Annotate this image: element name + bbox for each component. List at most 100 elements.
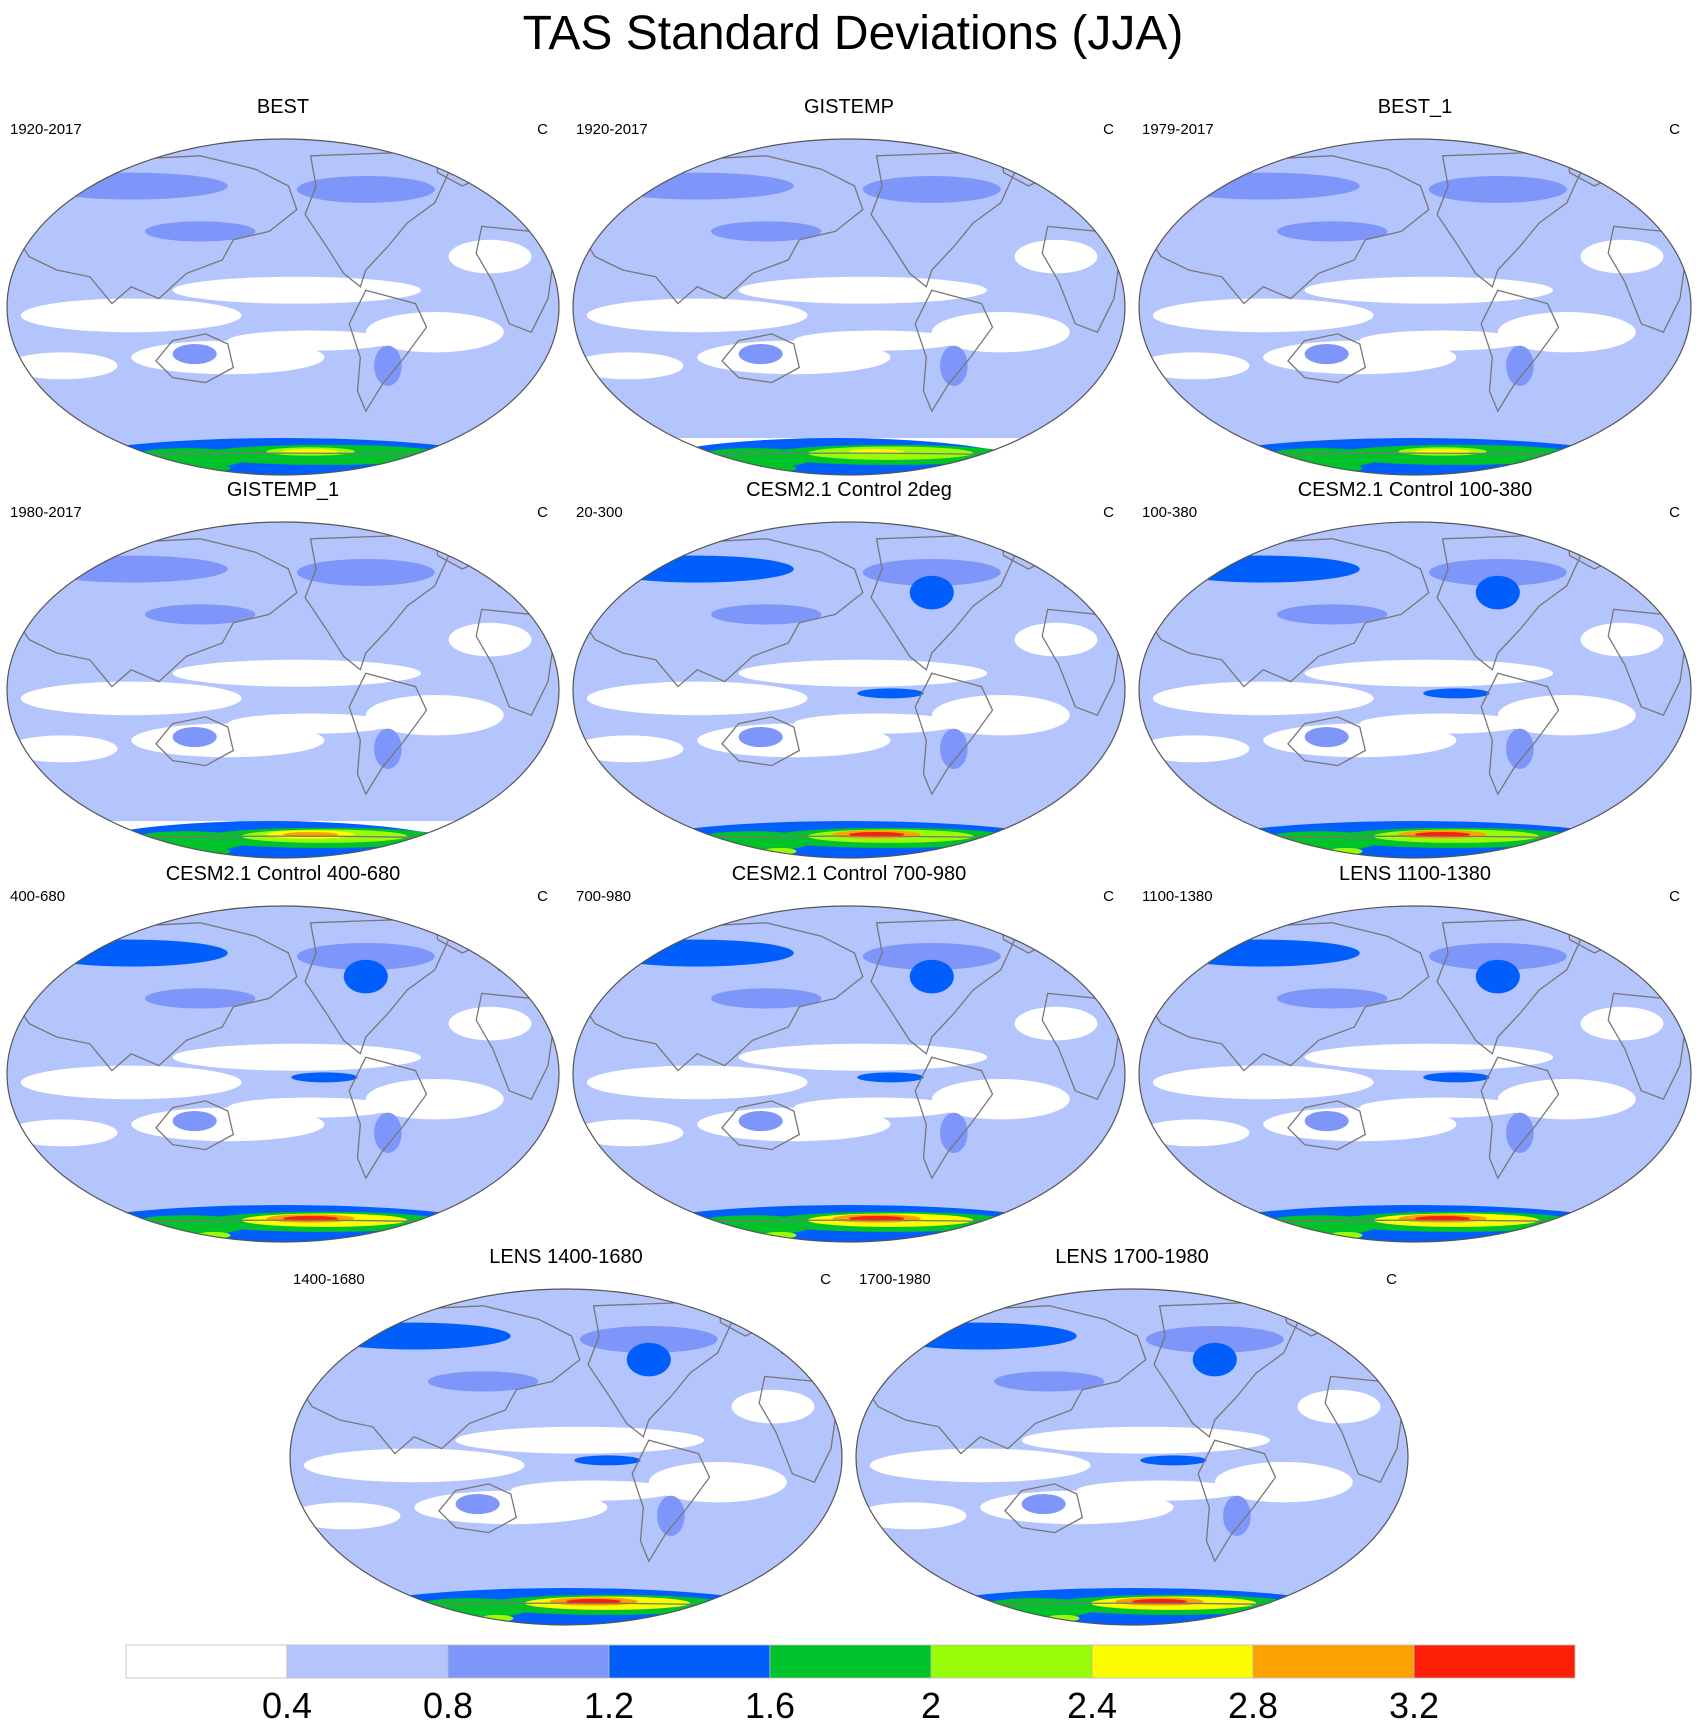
panel-period: 20-300 [576, 504, 623, 521]
map-background [1139, 906, 1691, 1242]
panel-period: 1100-1380 [1142, 888, 1213, 905]
coastline-asia [860, 1305, 1147, 1455]
coastline-asia [11, 922, 298, 1072]
panel-period: 1980-2017 [10, 504, 82, 521]
coastline-samerica [1480, 289, 1560, 413]
coastline-asia [577, 538, 864, 688]
colorbar-tick-label: 2 [921, 1685, 941, 1726]
panel-units: C [820, 1271, 831, 1288]
coastline-australia [155, 333, 235, 384]
map-svg [6, 905, 560, 1243]
panel-units: C [537, 504, 548, 521]
map-frame [1138, 905, 1692, 1243]
map-frame [855, 1288, 1409, 1626]
colorbar-swatch [447, 1644, 610, 1679]
map-background [290, 1289, 842, 1625]
panel-units: C [1103, 121, 1114, 138]
map-frame [289, 1288, 843, 1626]
panel-period: 700-980 [576, 888, 632, 905]
coastline-asia [1143, 155, 1430, 305]
map-frame [1138, 138, 1692, 476]
coastline-australia [155, 716, 235, 767]
coastline-australia [721, 716, 801, 767]
coastline-australia [721, 333, 801, 384]
panel-units: C [1669, 504, 1680, 521]
map-frame [6, 905, 560, 1243]
colorbar-tick-label: 0.8 [423, 1685, 473, 1726]
coastline-australia [721, 1100, 801, 1151]
coastline-asia [577, 922, 864, 1072]
colorbar-swatch [1413, 1644, 1576, 1679]
coastline-asia [294, 1305, 581, 1455]
map-svg [6, 138, 560, 476]
panel-title: BEST_1 [1377, 96, 1453, 118]
coastline-australia [1004, 1483, 1084, 1534]
colorbar-swatch [125, 1644, 288, 1679]
panel-title: BEST [256, 96, 310, 118]
panel-title: LENS 1100-1380 [1339, 863, 1491, 885]
colorbar-swatch [1252, 1644, 1415, 1679]
coastline-asia [577, 155, 864, 305]
panel-units: C [1669, 888, 1680, 905]
map-panel: GISTEMP 1920-2017 C [566, 95, 1132, 478]
map-svg [289, 1288, 843, 1626]
colorbar-swatch [930, 1644, 1093, 1679]
map-svg [1138, 138, 1692, 476]
map-svg [572, 138, 1126, 476]
map-panel: GISTEMP_1 1980-2017 C [0, 478, 566, 861]
coastline-australia [1287, 333, 1367, 384]
map-background [573, 139, 1125, 475]
map-panel: LENS 1400-1680 1400-1680 C [283, 1245, 849, 1628]
coastline-samerica [631, 1439, 711, 1563]
coastline-samerica [914, 289, 994, 413]
map-background [7, 906, 559, 1242]
map-frame [572, 905, 1126, 1243]
panel-units: C [537, 888, 548, 905]
panel-units: C [1386, 1271, 1397, 1288]
coastline-samerica [914, 672, 994, 796]
map-panel: CESM2.1 Control 100-380 100-380 C [1132, 478, 1698, 861]
map-background [856, 1289, 1408, 1625]
map-background [573, 522, 1125, 858]
coastline-australia [155, 1100, 235, 1151]
coastline-asia [11, 538, 298, 688]
colorbar-swatch [769, 1644, 932, 1679]
map-svg [572, 905, 1126, 1243]
map-svg [6, 521, 560, 859]
colorbar-tick-label: 1.6 [745, 1685, 795, 1726]
colorbar-swatch [1091, 1644, 1254, 1679]
colorbar-swatch [608, 1644, 771, 1679]
map-panel: BEST_1 1979-2017 C [1132, 95, 1698, 478]
panel-title: GISTEMP [803, 96, 894, 118]
map-panel: LENS 1700-1980 1700-1980 C [849, 1245, 1415, 1628]
panel-title: CESM2.1 Control 100-380 [1297, 479, 1533, 501]
coastline-asia [11, 155, 298, 305]
panel-period: 1920-2017 [576, 121, 648, 138]
panel-title: GISTEMP_1 [226, 479, 340, 501]
panel-units: C [1103, 888, 1114, 905]
panel-title: LENS 1400-1680 [489, 1246, 643, 1268]
coastline-australia [1287, 1100, 1367, 1151]
map-panel: BEST 1920-2017 C [0, 95, 566, 478]
coastline-asia [1143, 538, 1430, 688]
coastline-australia [1287, 716, 1367, 767]
map-frame [6, 138, 560, 476]
map-background [1139, 522, 1691, 858]
figure-title: TAS Standard Deviations (JJA) [522, 7, 1184, 60]
colorbar-tick-label: 0.4 [262, 1685, 312, 1726]
panel-period: 1979-2017 [1142, 121, 1214, 138]
coastline-australia [438, 1483, 518, 1534]
colorbar-tick-label: 2.4 [1067, 1685, 1117, 1726]
map-frame [6, 521, 560, 859]
coastline-asia [1143, 922, 1430, 1072]
map-background [573, 906, 1125, 1242]
map-frame [1138, 521, 1692, 859]
panel-period: 400-680 [10, 888, 66, 905]
map-svg [572, 521, 1126, 859]
panel-period: 1700-1980 [859, 1271, 931, 1288]
coastline-samerica [348, 289, 428, 413]
colorbar-tick-label: 1.2 [584, 1685, 634, 1726]
map-svg [855, 1288, 1409, 1626]
map-svg [1138, 521, 1692, 859]
